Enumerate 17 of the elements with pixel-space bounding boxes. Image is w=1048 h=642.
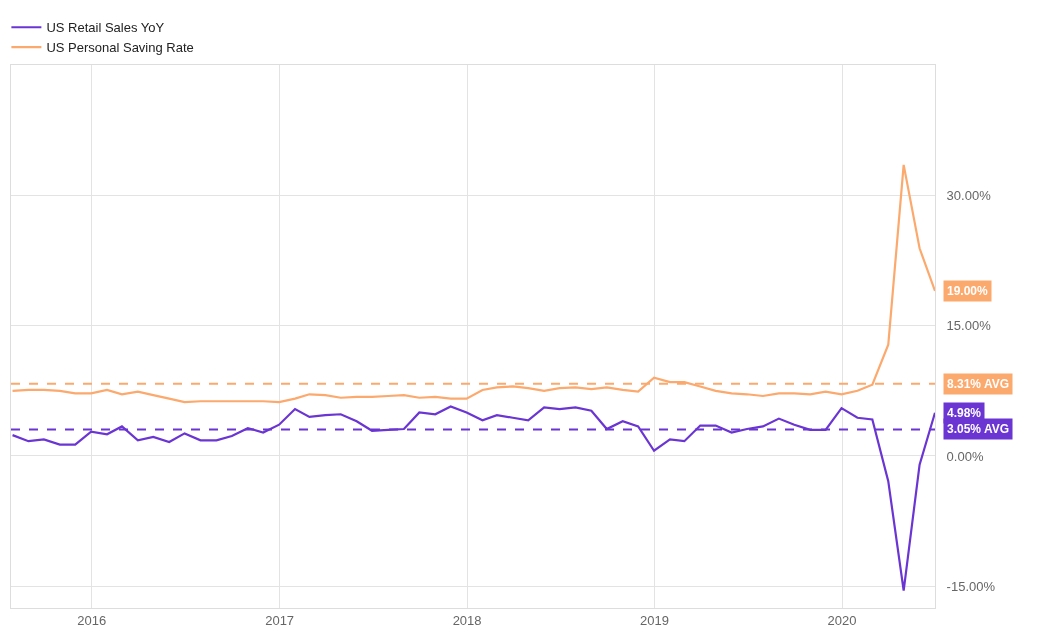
ref-line-label: 8.31% AVG	[947, 377, 1010, 391]
annotation: 19.00%	[947, 284, 989, 298]
x-tick-label: 2020	[827, 612, 857, 628]
legend-label: US Personal Saving Rate	[46, 40, 194, 56]
line-series	[11, 405, 935, 592]
x-tick-label: 2018	[452, 612, 482, 628]
annotation: 4.98%	[947, 406, 982, 420]
x-tick-label: 2019	[640, 612, 670, 628]
y-tick-label: 15.00%	[946, 318, 992, 334]
x-tick-label: 2017	[265, 612, 295, 628]
line-series	[11, 163, 935, 404]
x-tick-label: 2016	[77, 612, 107, 628]
ref-line-label: 3.05% AVG	[947, 422, 1010, 436]
legend-label: US Retail Sales YoY	[46, 20, 165, 36]
y-tick-label: 30.00%	[946, 187, 992, 203]
y-tick-label: 0.00%	[946, 448, 984, 464]
y-tick-label: -15.00%	[946, 578, 996, 594]
